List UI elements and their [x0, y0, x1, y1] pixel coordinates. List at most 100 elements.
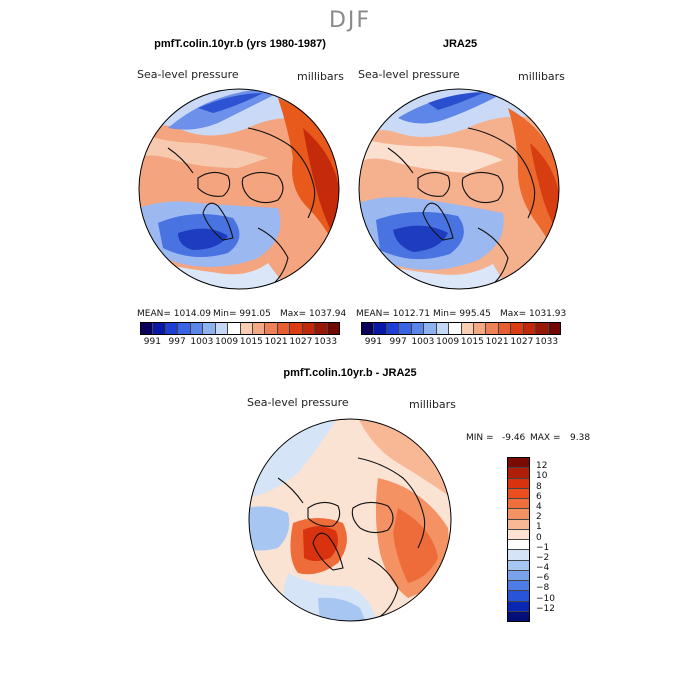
colorbar-swatch	[508, 581, 529, 592]
diff-min-label: MIN =	[466, 433, 494, 443]
colorbar-swatch	[508, 509, 529, 520]
left-variable-label: Sea-level pressure	[137, 68, 239, 81]
colorbar-swatch	[511, 323, 524, 334]
colorbar-tick-label: −1	[536, 542, 550, 553]
colorbar-swatch	[190, 323, 204, 334]
right-colorbar	[361, 322, 561, 335]
diff-polar-map	[248, 418, 452, 622]
left-max: Max= 1037.94	[280, 309, 347, 319]
diff-panel-title: pmfT.colin.10yr.b - JRA25	[283, 367, 417, 379]
diff-colorbar	[507, 457, 530, 622]
colorbar-swatch	[411, 323, 425, 334]
colorbar-tick-label: 12	[536, 461, 548, 472]
colorbar-swatch	[290, 323, 303, 334]
diff-negative-south-core	[318, 597, 366, 621]
diff-max-value: 9.38	[570, 433, 591, 443]
colorbar-swatch	[508, 499, 529, 510]
colorbar-swatch	[362, 323, 375, 334]
colorbar-swatch	[508, 478, 529, 489]
left-panel-title: pmfT.colin.10yr.b (yrs 1980-1987)	[154, 38, 326, 50]
colorbar-swatch	[508, 458, 529, 469]
colorbar-tick-label: 1015	[239, 337, 263, 347]
colorbar-swatch	[436, 323, 450, 334]
left-colorbar	[140, 322, 340, 335]
colorbar-swatch	[277, 323, 291, 334]
colorbar-tick-label: 1003	[411, 337, 435, 347]
colorbar-tick-label: 997	[389, 337, 407, 347]
colorbar-tick-label: 1033	[535, 337, 559, 347]
low-pressure-arctic-mid	[398, 89, 513, 124]
colorbar-swatch	[240, 323, 253, 334]
right-polar-map	[358, 88, 560, 290]
diff-negative-west-core	[249, 506, 290, 551]
ridge-light	[139, 133, 268, 168]
colorbar-swatch	[508, 488, 529, 499]
high-pressure-core	[530, 143, 559, 238]
right-min: Min= 995.45	[433, 309, 491, 319]
left-units-label: millibars	[297, 70, 344, 83]
colorbar-tick-label: 1027	[510, 337, 534, 347]
left-min: Min= 991.05	[213, 309, 271, 319]
right-colorbar-ticks: 991 997 1003 1009 1015 1021 1027 1033	[361, 337, 559, 349]
colorbar-swatch	[449, 323, 462, 334]
diff-max-label: MAX =	[530, 433, 561, 443]
ridge-light	[359, 138, 503, 173]
colorbar-swatch	[508, 560, 529, 571]
colorbar-tick-label: 1015	[460, 337, 484, 347]
low-pressure-atlantic-core	[178, 228, 228, 250]
left-colorbar-ticks: 991 997 1003 1009 1015 1021 1027 1033	[140, 337, 338, 349]
colorbar-tick-label: 1033	[314, 337, 338, 347]
colorbar-tick-label: −10	[536, 593, 555, 604]
diff-positive-atlantic-core	[303, 526, 338, 561]
low-pressure-arctic-mid	[168, 89, 288, 130]
colorbar-swatch	[302, 323, 316, 334]
colorbar-swatch	[203, 323, 216, 334]
colorbar-swatch	[548, 323, 560, 334]
coastlines	[167, 127, 316, 289]
colorbar-tick-label: 1027	[289, 337, 313, 347]
diff-units-label: millibars	[409, 398, 456, 411]
colorbar-swatch	[252, 323, 266, 334]
colorbar-swatch	[508, 540, 529, 551]
diff-colorbar-ticks: 12 10 8 6 4 2 1 0 −1 −2 −4 −6 −8 −10 −12	[536, 457, 576, 620]
colorbar-tick-label: −4	[536, 563, 550, 574]
colorbar-swatch	[141, 323, 154, 334]
colorbar-tick-label: 1003	[190, 337, 214, 347]
colorbar-swatch	[424, 323, 437, 334]
colorbar-swatch	[178, 323, 191, 334]
colorbar-swatch	[386, 323, 400, 334]
colorbar-tick-label: 1	[536, 522, 542, 533]
colorbar-swatch	[486, 323, 499, 334]
colorbar-swatch	[508, 601, 529, 612]
diff-variable-label: Sea-level pressure	[247, 396, 349, 409]
map-boundary	[358, 88, 560, 290]
colorbar-swatch	[327, 323, 339, 334]
colorbar-swatch	[508, 550, 529, 561]
high-pressure-core	[303, 128, 339, 248]
colorbar-swatch	[508, 591, 529, 602]
colorbar-tick-label: 991	[143, 337, 161, 347]
colorbar-swatch	[228, 323, 241, 334]
low-pressure-arctic-core	[198, 93, 263, 113]
right-max: Max= 1031.93	[500, 309, 567, 319]
colorbar-tick-label: −8	[536, 583, 550, 594]
colorbar-swatch	[508, 611, 529, 621]
colorbar-tick-label: 1009	[215, 337, 239, 347]
diff-positive-core	[393, 508, 438, 583]
colorbar-swatch	[399, 323, 412, 334]
right-variable-label: Sea-level pressure	[358, 68, 460, 81]
colorbar-swatch	[165, 323, 179, 334]
colorbar-tick-label: 4	[536, 501, 542, 512]
colorbar-swatch	[508, 570, 529, 581]
low-pressure-arctic-core	[428, 92, 483, 110]
left-polar-map	[138, 88, 340, 290]
colorbar-tick-label: −12	[536, 603, 555, 614]
colorbar-swatch	[508, 529, 529, 540]
colorbar-swatch	[215, 323, 229, 334]
colorbar-tick-label: 1021	[264, 337, 288, 347]
colorbar-tick-label: 6	[536, 491, 542, 502]
colorbar-swatch	[461, 323, 474, 334]
colorbar-tick-label: 1009	[436, 337, 460, 347]
colorbar-swatch	[153, 323, 166, 334]
colorbar-swatch	[508, 468, 529, 479]
